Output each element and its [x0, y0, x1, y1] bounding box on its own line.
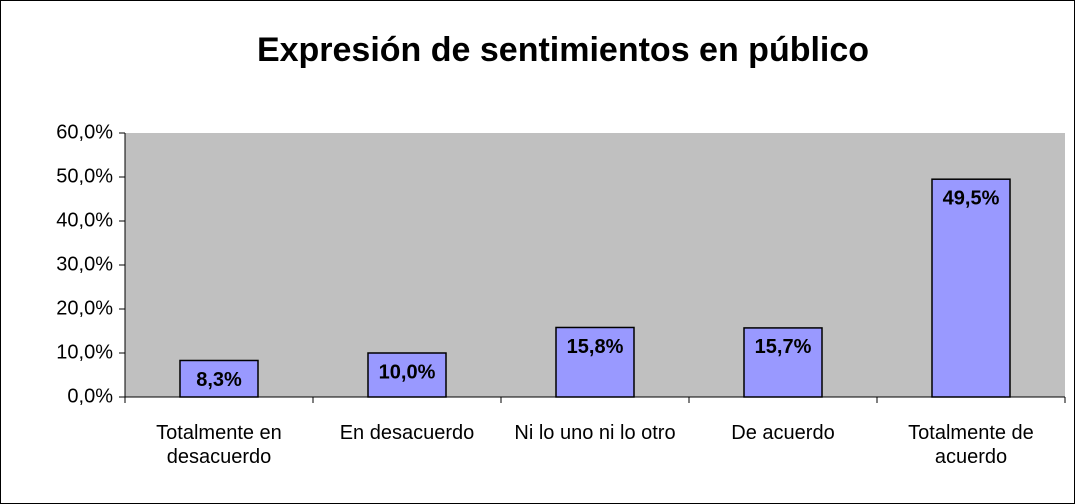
chart-title: Expresión de sentimientos en público	[257, 31, 869, 69]
y-tick-label: 20,0%	[56, 297, 113, 319]
bar	[179, 359, 259, 398]
y-tick-label: 0,0%	[67, 385, 113, 407]
x-tick-label: De acuerdo	[731, 422, 835, 444]
y-tick-label: 50,0%	[56, 165, 113, 187]
y-tick-label: 10,0%	[56, 341, 113, 363]
bar	[743, 327, 823, 398]
data-label: 10,0%	[379, 361, 436, 383]
x-tick-label: En desacuerdo	[339, 422, 475, 444]
y-tick-label: 30,0%	[56, 253, 113, 275]
y-tick-label: 40,0%	[56, 209, 113, 231]
x-tick-label: Totalmente en desacuerdo	[156, 422, 282, 468]
x-tick-label: Totalmente de acuerdo	[908, 422, 1034, 468]
x-tick-label: Ni lo uno ni lo otro	[514, 422, 676, 444]
data-label: 8,3%	[196, 369, 242, 391]
data-label: 49,5%	[943, 187, 1000, 209]
bar	[931, 178, 1011, 398]
bar	[367, 352, 447, 398]
data-label: 15,7%	[755, 336, 812, 358]
data-label: 15,8%	[567, 336, 624, 358]
y-tick-label: 60,0%	[56, 121, 113, 143]
bar	[555, 326, 635, 398]
